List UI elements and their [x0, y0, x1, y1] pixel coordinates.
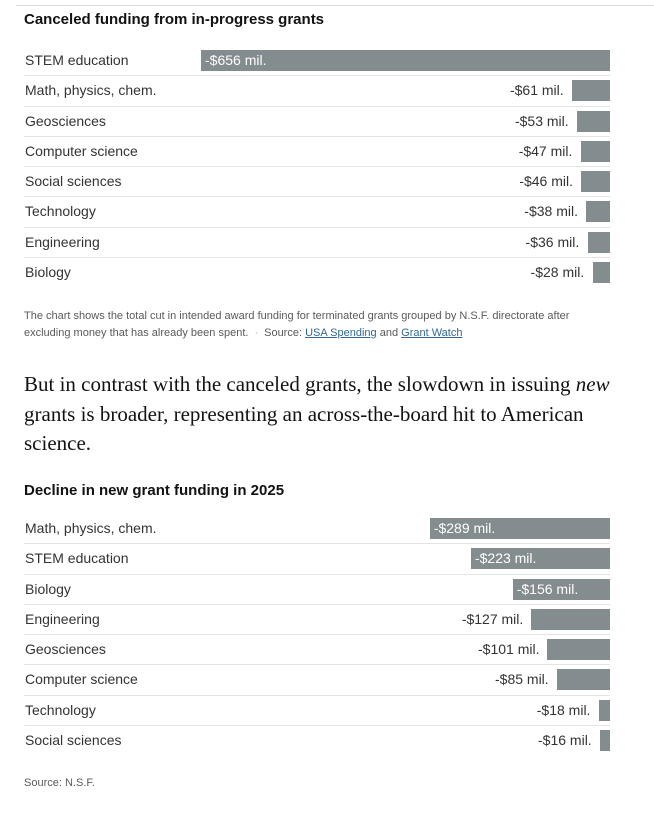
- paragraph-part-1: But in contrast with the canceled grants…: [24, 372, 571, 396]
- value-label: -$656 mil.: [205, 52, 267, 68]
- bar: [600, 730, 610, 752]
- category-label: Technology: [25, 203, 96, 220]
- note-and: and: [379, 327, 399, 339]
- chart-source: Source: N.S.F.: [24, 777, 95, 789]
- category-label: Engineering: [25, 610, 100, 627]
- value-label: -$127 mil.: [461, 610, 524, 627]
- chart2-row: Math, physics, chem. -$289 mil.: [24, 514, 610, 545]
- category-label: Geosciences: [25, 112, 106, 129]
- chart1-row: Math, physics, chem. -$61 mil.: [24, 76, 610, 107]
- value-label: -$85 mil.: [495, 671, 549, 688]
- bar: [547, 639, 610, 661]
- chart2-row: Geosciences -$101 mil.: [24, 635, 610, 666]
- chart2-row: Technology -$18 mil.: [24, 696, 610, 727]
- paragraph-part-2: grants is broader, representing an acros…: [24, 401, 584, 456]
- value-label: -$38 mil.: [524, 203, 578, 220]
- top-divider: [16, 5, 654, 6]
- bar: [598, 699, 610, 721]
- chart1-row: Computer science -$47 mil.: [24, 137, 610, 168]
- bar: [201, 50, 610, 71]
- category-label: Computer science: [25, 142, 138, 159]
- usa-spending-link[interactable]: USA Spending: [305, 327, 377, 339]
- category-label: STEM education: [25, 52, 129, 68]
- chart2-row: Computer science -$85 mil.: [24, 665, 610, 696]
- chart1-row: Social sciences -$46 mil.: [24, 167, 610, 198]
- chart2-row: Social sciences -$16 mil.: [24, 726, 610, 756]
- paragraph-emphasis: new: [575, 372, 610, 396]
- bar: [580, 140, 610, 162]
- category-label: Biology: [25, 264, 71, 281]
- value-label: -$16 mil.: [538, 732, 592, 749]
- new-grant-decline-bar-chart: Math, physics, chem. -$289 mil. STEM educa…: [24, 514, 610, 756]
- category-label: Social sciences: [25, 732, 122, 749]
- chart2-row: STEM education -$223 mil.: [24, 544, 610, 575]
- category-label: Computer science: [25, 671, 138, 688]
- category-label: Biology: [25, 580, 71, 597]
- bar: [429, 518, 610, 539]
- bar: [512, 578, 610, 600]
- bar: [592, 262, 610, 284]
- chart1-row: STEM education -$656 mil.: [24, 46, 610, 77]
- chart1-row: Geosciences -$53 mil.: [24, 107, 610, 137]
- chart-title-canceled-funding: Canceled funding from in-progress grants: [24, 11, 325, 28]
- value-label: -$47 mil.: [518, 142, 573, 159]
- category-label: Math, physics, chem.: [25, 82, 157, 99]
- chart-note: The chart shows the total cut in intende…: [24, 308, 614, 342]
- chart-title-decline-new-grants: Decline in new grant funding in 2025: [24, 482, 285, 499]
- value-label: -$46 mil.: [519, 173, 573, 190]
- value-label: -$101 mil.: [478, 641, 540, 658]
- bar: [571, 80, 610, 102]
- chart1-row: Biology -$28 mil.: [24, 258, 610, 288]
- chart2-row: Biology -$156 mil.: [24, 575, 610, 605]
- value-label: -$36 mil.: [525, 233, 580, 250]
- value-label: -$223 mil.: [474, 550, 537, 567]
- bar: [586, 201, 610, 223]
- chart1-row: Technology -$38 mil.: [24, 197, 610, 228]
- article-paragraph: But in contrast with the canceled grants…: [24, 370, 624, 459]
- note-source-prefix: Source:: [264, 327, 303, 339]
- value-label: -$28 mil.: [530, 264, 585, 281]
- bar: [470, 548, 610, 570]
- category-label: Engineering: [25, 233, 100, 250]
- value-label: -$289 mil.: [433, 520, 496, 536]
- chart1-row: Engineering -$36 mil.: [24, 228, 610, 259]
- bar: [576, 110, 610, 132]
- grant-watch-link[interactable]: Grant Watch: [401, 327, 463, 339]
- bar: [530, 608, 610, 630]
- value-label: -$61 mil.: [509, 82, 564, 99]
- note-text: The chart shows the total cut in intende…: [24, 310, 570, 339]
- value-label: -$18 mil.: [536, 701, 591, 718]
- canceled-funding-bar-chart: STEM education -$656 mil. Math, physics, c…: [24, 46, 610, 288]
- category-label: Social sciences: [25, 173, 122, 190]
- category-label: Math, physics, chem.: [25, 520, 157, 536]
- category-label: STEM education: [25, 550, 129, 567]
- value-label: -$156 mil.: [516, 580, 579, 597]
- note-separator: ·: [254, 327, 259, 339]
- category-label: Geosciences: [25, 641, 106, 658]
- category-label: Technology: [25, 701, 96, 718]
- value-label: -$53 mil.: [514, 112, 569, 129]
- bar: [557, 669, 610, 691]
- bar: [587, 231, 610, 253]
- chart2-row: Engineering -$127 mil.: [24, 605, 610, 636]
- bar: [581, 171, 610, 193]
